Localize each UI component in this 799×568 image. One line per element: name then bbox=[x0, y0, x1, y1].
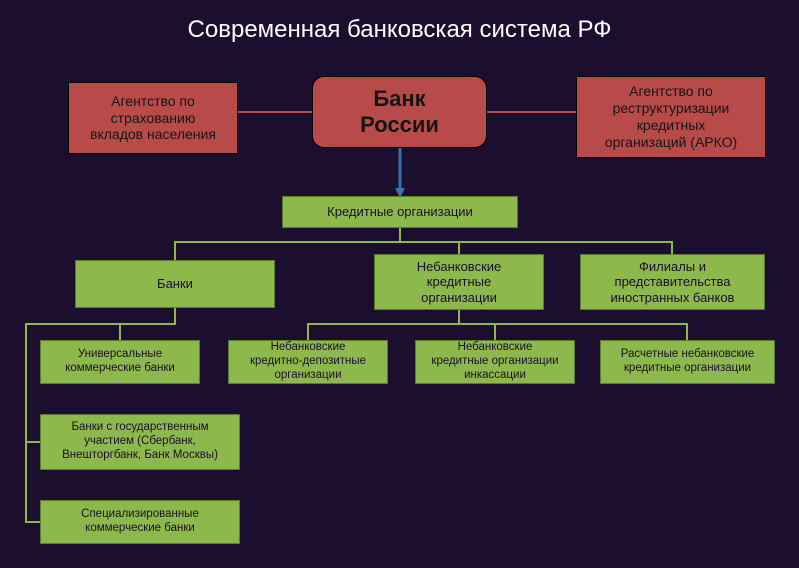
diagram-title: Современная банковская система РФ bbox=[0, 16, 799, 44]
node-agency_right: Агентство пореструктуризациикредитныхорг… bbox=[576, 76, 766, 158]
node-nonbank: Небанковскиекредитныеорганизации bbox=[374, 254, 544, 310]
node-banks: Банки bbox=[75, 260, 275, 308]
node-univ: Универсальныекоммерческие банки bbox=[40, 340, 200, 384]
node-main: БанкРоссии bbox=[312, 76, 487, 148]
node-nkdo: Небанковскиекредитно-депозитныеорганизац… bbox=[228, 340, 388, 384]
node-spec: Специализированныекоммерческие банки bbox=[40, 500, 240, 544]
node-raschet: Расчетные небанковскиекредитные организа… bbox=[600, 340, 775, 384]
node-agency_left: Агентство пострахованиювкладов населения bbox=[68, 82, 238, 154]
node-inkass: Небанковскиекредитные организацииинкасса… bbox=[415, 340, 575, 384]
node-gosbank: Банки с государственнымучастием (Сбербан… bbox=[40, 414, 240, 470]
node-credit_org: Кредитные организации bbox=[282, 196, 518, 228]
node-foreign: Филиалы ипредставительстваиностранных ба… bbox=[580, 254, 765, 310]
